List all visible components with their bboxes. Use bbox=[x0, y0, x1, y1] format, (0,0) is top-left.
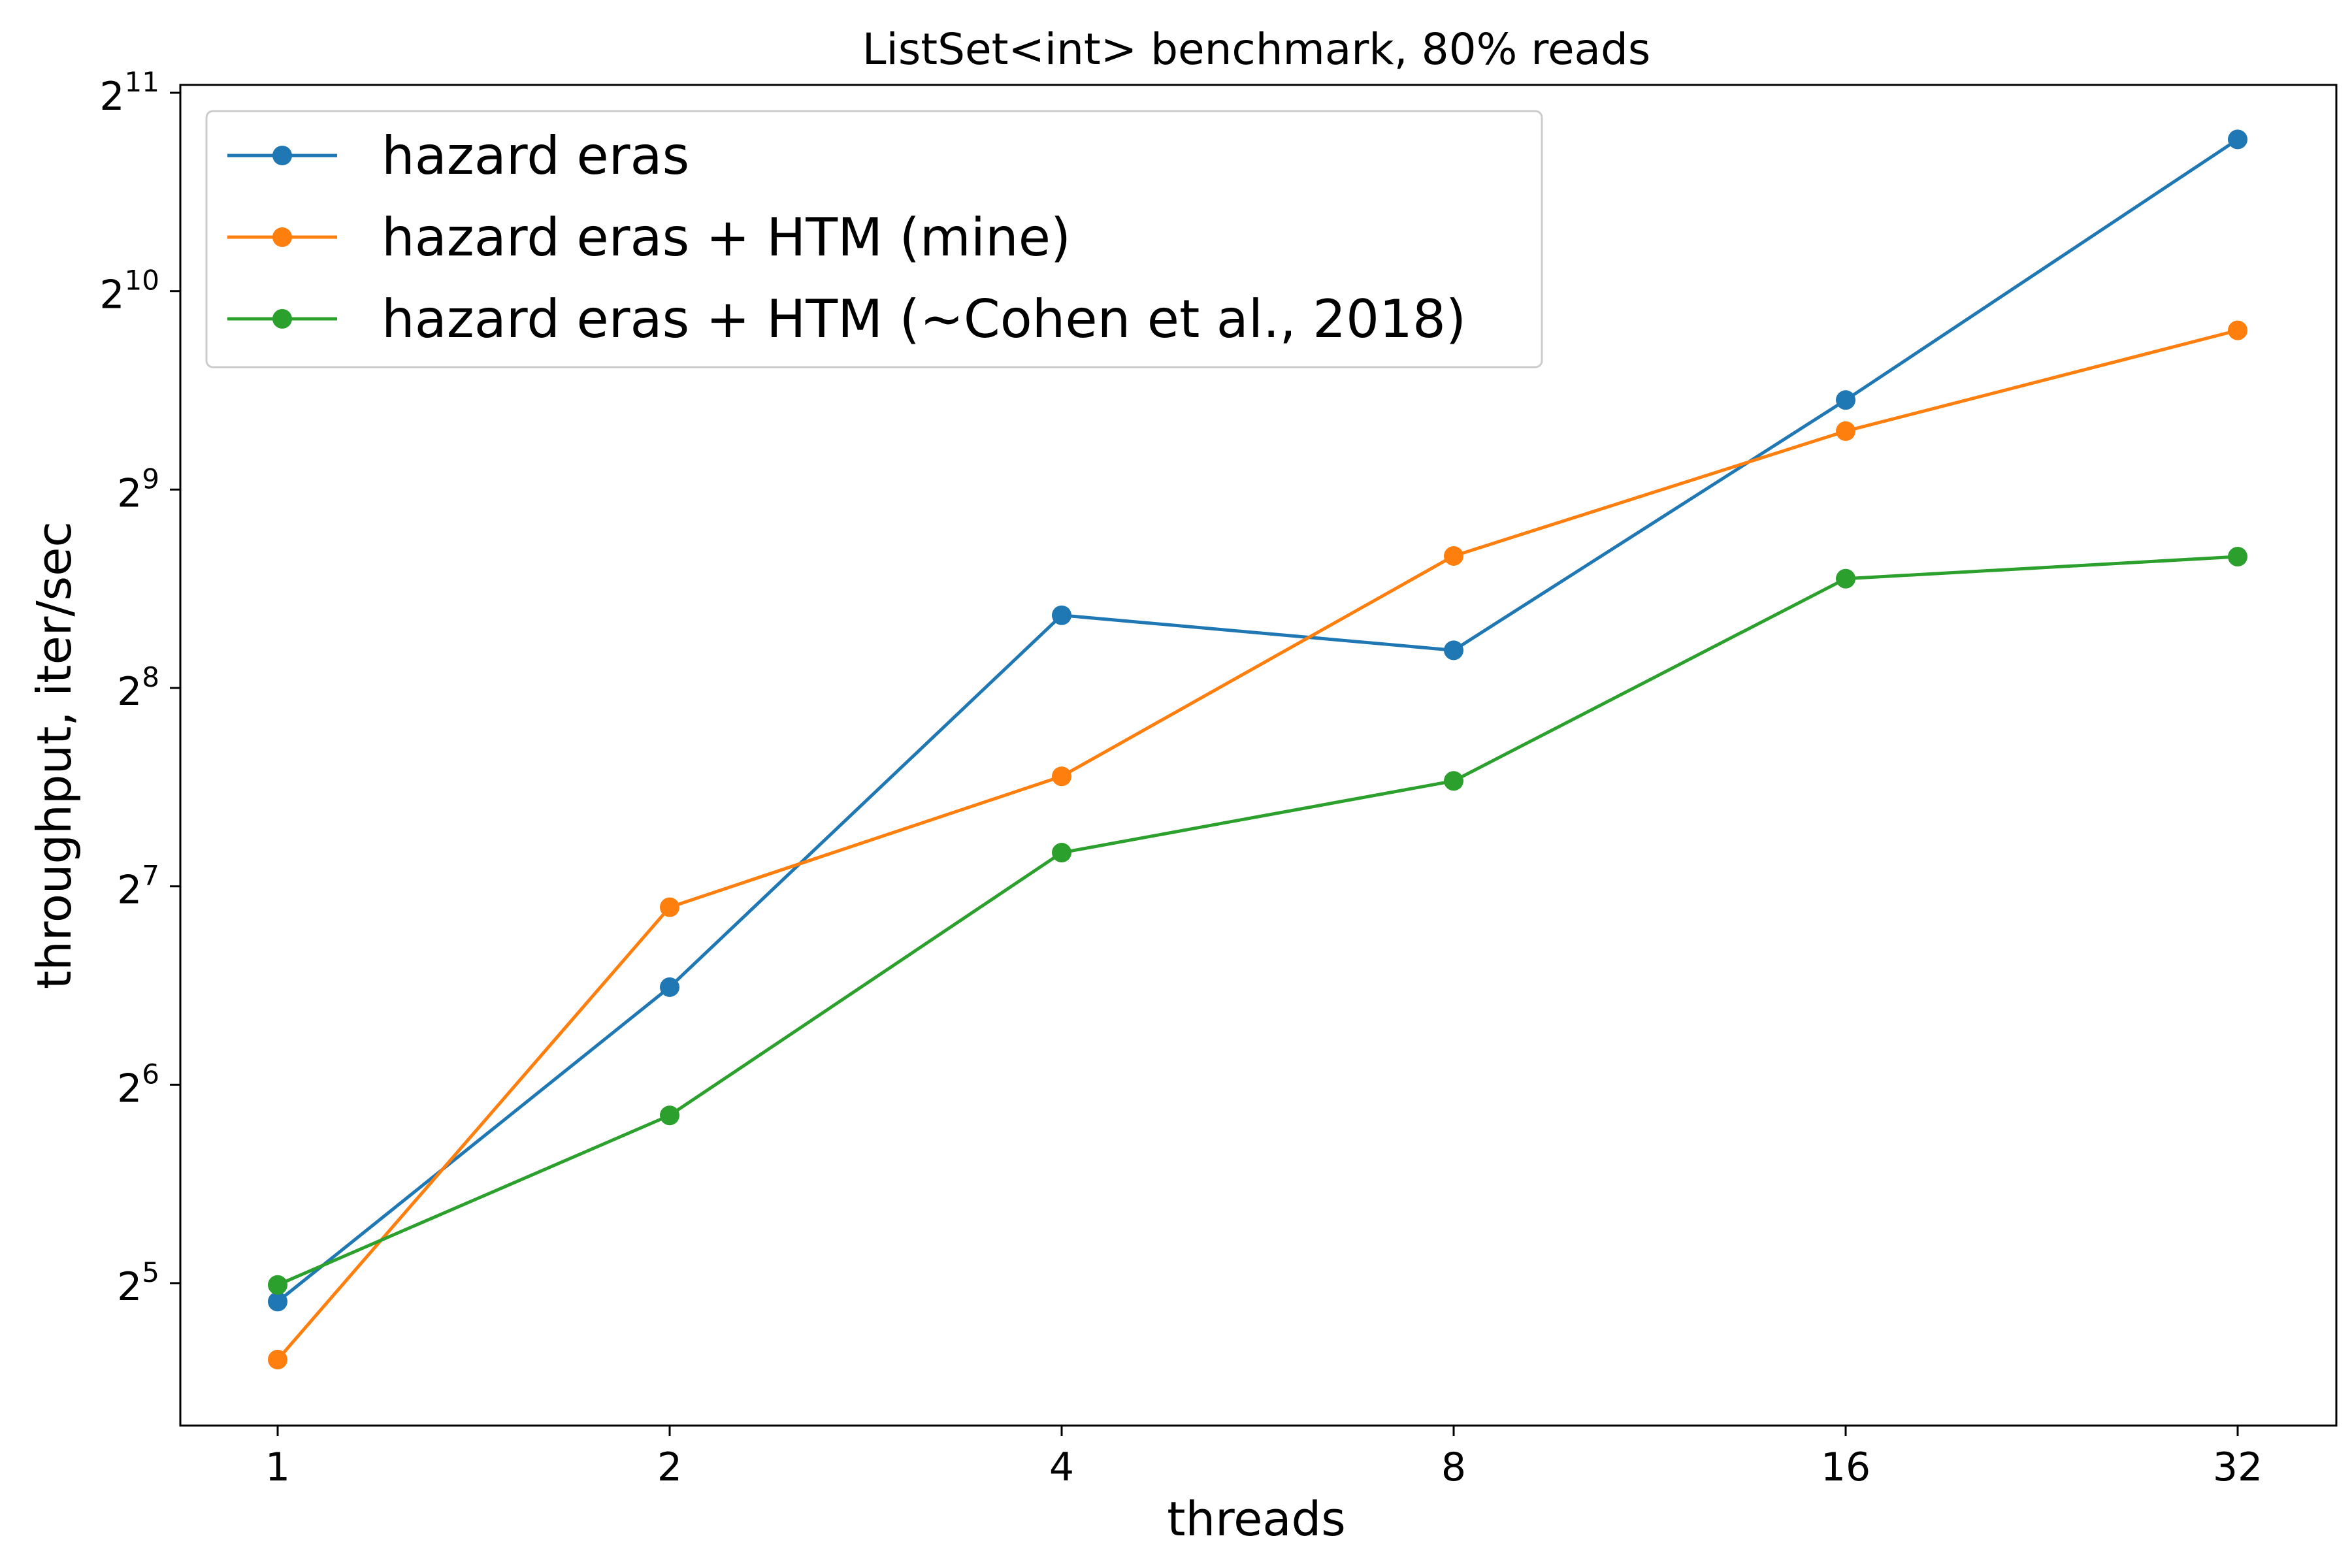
y-tick-label: 26 bbox=[117, 1058, 159, 1111]
legend-label: hazard eras + HTM (mine) bbox=[382, 207, 1071, 268]
data-point bbox=[268, 1275, 287, 1295]
data-point bbox=[1052, 605, 1071, 625]
x-tick-label: 2 bbox=[657, 1445, 682, 1490]
x-tick-label: 4 bbox=[1049, 1445, 1074, 1490]
data-point bbox=[2228, 547, 2247, 567]
data-point bbox=[1836, 421, 1855, 441]
data-point bbox=[1444, 640, 1463, 661]
legend-swatch-marker bbox=[272, 146, 292, 165]
data-point bbox=[2228, 320, 2247, 340]
y-tick-label: 211 bbox=[99, 66, 159, 120]
data-point bbox=[1836, 390, 1855, 410]
x-axis: 1 2 4 8 16 32 bbox=[265, 1426, 2262, 1490]
series-line-2 bbox=[276, 329, 2238, 1361]
legend-label: hazard eras bbox=[382, 125, 689, 186]
x-axis-label: threads bbox=[1167, 1492, 1346, 1546]
x-tick-label: 16 bbox=[1821, 1445, 1870, 1490]
series-line-1 bbox=[276, 138, 2239, 1303]
data-point bbox=[1444, 546, 1463, 566]
data-point bbox=[2228, 129, 2247, 150]
data-point bbox=[1836, 568, 1855, 589]
plot-frame bbox=[179, 84, 2338, 1427]
chart-title: ListSet<int> benchmark, 80% reads bbox=[862, 24, 1651, 74]
legend-swatch-marker bbox=[272, 227, 292, 247]
data-point bbox=[660, 897, 679, 917]
y-tick-label: 29 bbox=[117, 463, 159, 516]
x-tick-label: 32 bbox=[2213, 1445, 2262, 1490]
y-tick-label: 25 bbox=[117, 1256, 159, 1310]
plot-area bbox=[268, 129, 2247, 1369]
y-tick-label: 27 bbox=[117, 860, 159, 913]
data-point bbox=[268, 1292, 287, 1312]
x-tick-label: 8 bbox=[1441, 1445, 1466, 1490]
data-point bbox=[1052, 766, 1071, 787]
legend-swatch-marker bbox=[272, 309, 292, 329]
data-point bbox=[660, 1105, 679, 1126]
data-point bbox=[1052, 843, 1071, 863]
series-line-3 bbox=[277, 555, 2238, 1287]
y-axis-label: throughput, iter/sec bbox=[27, 521, 82, 989]
data-point bbox=[268, 1349, 287, 1369]
data-point bbox=[1444, 771, 1463, 791]
y-axis: 25 26 27 28 29 210 211 bbox=[99, 66, 180, 1310]
legend-label: hazard eras + HTM (~Cohen et al., 2018) bbox=[382, 289, 1466, 350]
y-tick-label: 210 bbox=[99, 265, 159, 318]
legend-box bbox=[205, 110, 1543, 368]
y-tick-label: 28 bbox=[117, 661, 159, 715]
data-point bbox=[660, 977, 679, 997]
legend: hazard eras hazard eras + HTM (mine) hazar… bbox=[205, 110, 1543, 368]
x-tick-label: 1 bbox=[265, 1445, 290, 1490]
